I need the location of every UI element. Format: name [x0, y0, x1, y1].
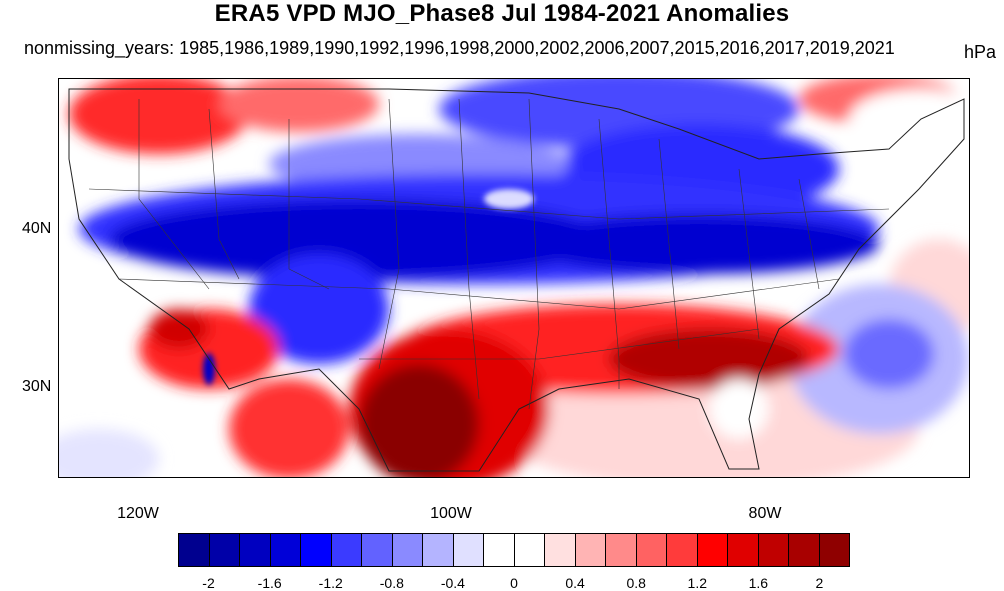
- anomaly-field: [59, 79, 969, 477]
- colorbar-swatch: [331, 534, 362, 566]
- colorbar-swatch: [758, 534, 789, 566]
- colorbar-swatch: [179, 534, 210, 566]
- anomaly-map: [58, 78, 970, 478]
- colorbar-swatch: [362, 534, 393, 566]
- lat-label-40n: 40N: [22, 220, 52, 237]
- colorbar-swatch: [453, 534, 484, 566]
- colorbar: [178, 533, 850, 567]
- colorbar-label: 0.8: [626, 575, 646, 591]
- units-label: hPa: [963, 42, 996, 62]
- colorbar-swatch: [423, 534, 454, 566]
- colorbar-swatch: [606, 534, 637, 566]
- colorbar-swatch: [209, 534, 240, 566]
- colorbar-swatch: [301, 534, 332, 566]
- colorbar-swatch: [514, 534, 545, 566]
- colorbar-swatch: [392, 534, 423, 566]
- colorbar-swatch: [819, 534, 849, 566]
- colorbar-swatch: [636, 534, 667, 566]
- colorbar-label: -0.8: [379, 575, 404, 591]
- colorbar-label: -0.4: [440, 575, 465, 591]
- colorbar-label: 2: [815, 575, 824, 591]
- colorbar-label: 0: [510, 575, 518, 591]
- colorbar-swatch: [484, 534, 515, 566]
- colorbar-swatch: [545, 534, 576, 566]
- colorbar-swatch: [697, 534, 728, 566]
- map-subtitle: nonmissing_years: 1985,1986,1989,1990,19…: [24, 38, 895, 58]
- colorbar-label: 1.6: [748, 575, 769, 591]
- lon-label-100w: 100W: [430, 505, 472, 522]
- colorbar-label: 0.4: [565, 575, 585, 591]
- colorbar-swatch: [667, 534, 698, 566]
- colorbar-label: -1.2: [318, 575, 343, 591]
- map-title: ERA5 VPD MJO_Phase8 Jul 1984-2021 Anomal…: [214, 0, 790, 27]
- lon-label-120w: 120W: [117, 505, 159, 522]
- colorbar-label: -2: [202, 575, 215, 591]
- colorbar-label: 1.2: [687, 575, 707, 591]
- lon-label-80w: 80W: [748, 505, 782, 522]
- colorbar-swatch: [789, 534, 820, 566]
- colorbar-swatch: [575, 534, 606, 566]
- colorbar-swatch: [270, 534, 301, 566]
- colorbar-label: -1.6: [257, 575, 282, 591]
- colorbar-swatch: [240, 534, 271, 566]
- lat-label-30n: 30N: [22, 378, 52, 395]
- colorbar-swatch: [728, 534, 759, 566]
